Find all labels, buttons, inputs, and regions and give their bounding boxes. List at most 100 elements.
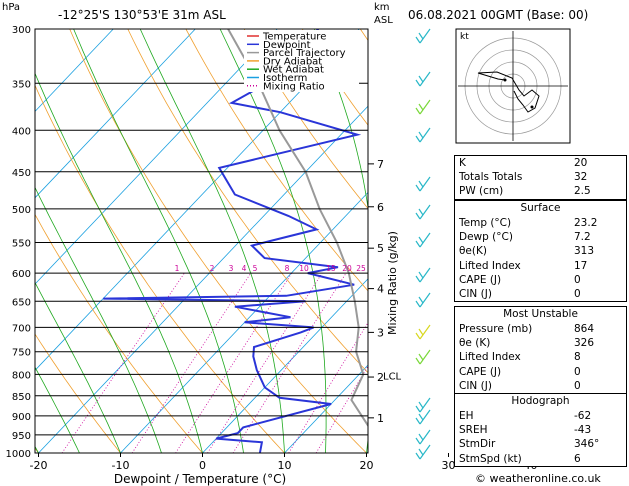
pressure-tick-label: 350 — [12, 79, 31, 90]
wind-barb — [415, 204, 431, 220]
hodograph-panel: kt — [455, 28, 571, 144]
legend-label: Dry Adiabat — [263, 56, 322, 67]
isotherm-line — [120, 191, 368, 453]
dry-adiabat-line — [127, 29, 368, 374]
surface-value: 7.2 — [574, 231, 591, 244]
isotherm-line — [202, 278, 368, 453]
surface-row: θe(K) 313 — [455, 244, 626, 258]
km-tick-label: 6 — [377, 201, 384, 214]
index-value: 20 — [574, 157, 588, 169]
isotherm-line — [35, 29, 196, 199]
surface-value: 17 — [574, 259, 588, 272]
mixing-ratio-label: 8 — [285, 264, 290, 273]
km-tick-label: 7 — [377, 158, 384, 171]
hodograph-label: EH — [459, 410, 474, 422]
hodograph-value: 6 — [574, 452, 581, 465]
km-axis-label: km — [374, 2, 390, 13]
pressure-tick-label: 650 — [12, 297, 31, 308]
hpa-axis-label: hPa — [2, 2, 21, 13]
mixing-ratio-axis-title: Mixing Ratio (g/kg) — [386, 231, 399, 335]
most-unstable-label: CIN (J) — [459, 379, 492, 392]
mixing-ratio-label: 25 — [356, 264, 366, 273]
wind-barb — [415, 409, 431, 425]
pressure-tick-label: 550 — [12, 238, 31, 249]
wind-barb — [415, 127, 431, 143]
most-unstable-value: 0 — [574, 379, 581, 392]
pressure-tick-label: 700 — [12, 323, 31, 334]
wet-adiabat-line — [314, 29, 368, 453]
surface-title: Surface — [520, 202, 561, 214]
lcl-label: LCL — [383, 371, 402, 382]
pressure-tick-label: 300 — [12, 25, 31, 36]
surface-label: CAPE (J) — [459, 273, 502, 286]
wind-barb — [415, 397, 431, 413]
pressure-tick-label: 400 — [12, 126, 31, 137]
series-parcel-trajectory — [227, 29, 368, 428]
legend-bg — [244, 30, 359, 92]
copyright-footer: © weatheronline.co.uk — [475, 472, 601, 485]
pressure-tick-label: 450 — [12, 168, 31, 179]
legend-label: Mixing Ratio — [263, 81, 325, 92]
pressure-tick-label: 950 — [12, 431, 31, 442]
hodograph-value: 346° — [574, 438, 600, 451]
hodograph-label: StmDir — [459, 438, 496, 451]
hodograph-box: Hodograph EH -62 SREH -43 StmDir 346° StmSpd (k… — [454, 393, 627, 467]
index-value: 2.5 — [574, 185, 591, 198]
mixing-ratio-label: 20 — [342, 264, 352, 273]
km-tick-label: 5 — [377, 242, 384, 255]
most-unstable-value: 326 — [574, 337, 595, 350]
mixing-ratio-label: 5 — [253, 264, 258, 273]
index-row: PW (cm) 2.5 — [455, 184, 626, 198]
isotherm-line — [284, 364, 368, 453]
surface-value: 313 — [574, 245, 595, 258]
dry-adiabat-line — [35, 333, 121, 453]
dry-adiabat-line — [185, 29, 368, 292]
most-unstable-label: Lifted Index — [459, 351, 521, 364]
pressure-tick-label: 800 — [12, 370, 31, 381]
index-label: K — [459, 157, 466, 169]
wind-barb — [415, 349, 431, 365]
mixing-ratio-label: 3 — [229, 264, 234, 273]
index-row: K 20 — [455, 156, 626, 170]
x-tick-label: 0 — [199, 459, 206, 472]
most-unstable-row: Lifted Index 8 — [455, 350, 626, 364]
surface-row: Temp (°C) 23.2 — [455, 216, 626, 230]
hodograph-title: Hodograph — [511, 395, 570, 407]
hodograph-row: StmDir 346° — [455, 437, 626, 451]
hodograph-value: -43 — [574, 424, 592, 437]
hodograph-row: StmSpd (kt) 6 — [455, 452, 626, 466]
surface-label: Temp (°C) — [459, 217, 512, 229]
legend-label: Isotherm — [263, 73, 307, 84]
wind-barb — [415, 99, 431, 115]
most-unstable-title: Most Unstable — [503, 308, 578, 320]
index-label: PW (cm) — [459, 185, 504, 198]
wind-barb — [415, 28, 431, 44]
mixing-ratio-line — [288, 321, 368, 453]
surface-row: CIN (J) 0 — [455, 287, 626, 301]
hodograph-kt-label: kt — [460, 32, 469, 42]
x-axis-title: Dewpoint / Temperature (°C) — [114, 472, 286, 486]
wind-barb — [415, 292, 431, 308]
surface-row: CAPE (J) 0 — [455, 273, 626, 287]
km-tick-label: 1 — [377, 412, 384, 425]
mixing-ratio-label: 1 — [175, 264, 180, 273]
mixing-ratio-label: 4 — [242, 264, 247, 273]
hodograph-value: -62 — [574, 410, 592, 422]
wind-barb — [415, 429, 431, 445]
pressure-tick-label: 900 — [12, 412, 31, 423]
pressure-tick-label: 600 — [12, 269, 31, 280]
isotherm-line — [35, 29, 278, 285]
most-unstable-value: 8 — [574, 351, 581, 364]
wind-barb — [415, 71, 431, 87]
wet-adiabat-line — [35, 366, 80, 453]
index-label: Totals Totals — [459, 171, 523, 184]
surface-row: Dewp (°C) 7.2 — [455, 230, 626, 244]
mixing-ratio-label: 2 — [210, 264, 215, 273]
wind-barb — [415, 232, 431, 248]
wind-barb — [415, 176, 431, 192]
km-tick-label: 2 — [377, 371, 384, 384]
most-unstable-label: Pressure (mb) — [459, 323, 533, 335]
surface-box: Surface Temp (°C) 23.2 Dewp (°C) 7.2 θe(K) 313… — [454, 200, 627, 303]
